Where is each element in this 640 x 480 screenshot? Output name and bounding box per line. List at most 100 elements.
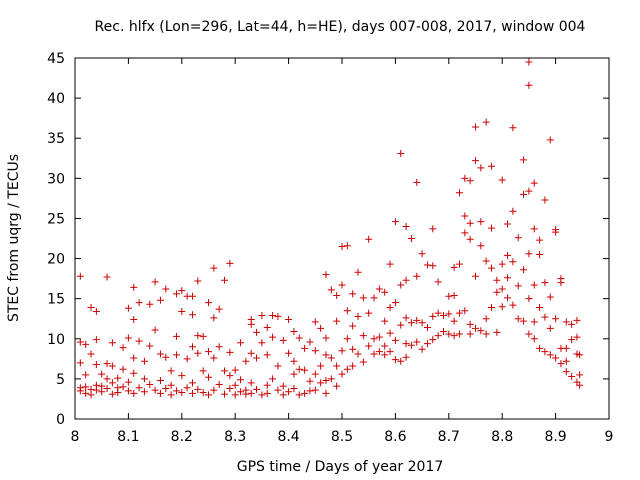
data-point (391, 218, 399, 226)
data-point (493, 328, 501, 336)
data-point (183, 355, 191, 363)
data-point (124, 334, 132, 342)
data-point (290, 357, 298, 365)
data-point (349, 290, 357, 298)
data-point (407, 319, 415, 327)
y-tick-label: 25 (47, 211, 65, 227)
data-point (263, 389, 271, 397)
data-point (103, 375, 111, 383)
data-point (445, 330, 453, 338)
data-point (343, 242, 351, 250)
data-point (439, 328, 447, 336)
data-point (130, 316, 138, 324)
data-point (525, 81, 533, 89)
data-point (237, 376, 245, 384)
data-point (322, 351, 330, 359)
data-point (562, 318, 570, 326)
data-point (546, 324, 554, 332)
x-tick-label: 8.4 (277, 429, 299, 445)
data-point (386, 348, 394, 356)
data-point (226, 348, 234, 356)
data-point (525, 58, 533, 66)
data-point (429, 262, 437, 270)
data-point (333, 382, 341, 390)
data-point (525, 295, 533, 303)
data-point (178, 389, 186, 397)
data-point (338, 281, 346, 289)
data-point (429, 312, 437, 320)
data-point (151, 326, 159, 334)
data-point (413, 338, 421, 346)
data-point (418, 345, 426, 353)
data-point (279, 336, 287, 344)
data-point (87, 303, 95, 311)
data-point (562, 344, 570, 352)
data-point (221, 367, 229, 375)
data-point (151, 386, 159, 394)
data-point (509, 207, 517, 215)
data-point (576, 351, 584, 359)
data-point (253, 354, 261, 362)
data-point (466, 219, 474, 227)
data-point (290, 385, 298, 393)
data-point (450, 317, 458, 325)
data-point (488, 224, 496, 232)
data-point (237, 388, 245, 396)
data-point (82, 383, 90, 391)
data-point (119, 383, 127, 391)
data-point (439, 312, 447, 320)
data-point (253, 328, 261, 336)
data-point (450, 263, 458, 271)
data-point (82, 340, 90, 348)
data-point (172, 290, 180, 298)
data-point (343, 335, 351, 343)
data-point (530, 335, 538, 343)
data-point (103, 273, 111, 281)
data-point (140, 388, 148, 396)
data-point (76, 338, 84, 346)
data-point (92, 360, 100, 368)
data-point (354, 350, 362, 358)
data-point (445, 292, 453, 300)
data-point (135, 299, 143, 307)
data-point (477, 164, 485, 172)
data-point (317, 379, 325, 387)
data-point (375, 285, 383, 293)
data-point (514, 234, 522, 242)
data-point (359, 358, 367, 366)
data-point (333, 362, 341, 370)
data-point (466, 320, 474, 328)
plot-frame (74, 57, 610, 420)
data-point (498, 285, 506, 293)
data-point (92, 336, 100, 344)
data-point (455, 189, 463, 197)
data-point (568, 336, 576, 344)
data-point (231, 381, 239, 389)
data-point (156, 376, 164, 384)
data-point (103, 385, 111, 393)
y-tick-label: 45 (47, 51, 65, 67)
data-point (573, 316, 581, 324)
data-point (188, 379, 196, 387)
data-point (98, 388, 106, 396)
data-point (247, 349, 255, 357)
data-point (87, 350, 95, 358)
data-point (482, 257, 490, 265)
data-point (402, 222, 410, 230)
data-point (568, 320, 576, 328)
data-point (482, 118, 490, 126)
data-point (504, 251, 512, 259)
data-point (536, 236, 544, 244)
data-point (477, 218, 485, 226)
x-tick-label: 8.2 (171, 429, 193, 445)
data-point (576, 381, 584, 389)
data-point (576, 371, 584, 379)
x-axis-label: GPS time / Days of year 2017 (237, 459, 444, 475)
data-point (269, 312, 277, 320)
data-point (482, 330, 490, 338)
data-point (391, 336, 399, 344)
data-point (215, 305, 223, 313)
data-point (498, 260, 506, 268)
